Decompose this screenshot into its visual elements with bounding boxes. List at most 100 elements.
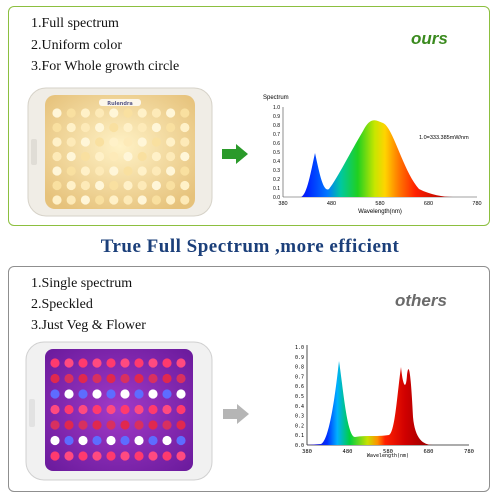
rgb-led [162,404,172,415]
brand-logo: Rulendra [107,101,133,107]
warm-led [166,137,176,147]
red-blue-led-panel [25,341,213,481]
x-tick-label: 580 [375,201,384,207]
others-panel: 1.Single spectrum 2.Speckled 3.Just Veg … [8,266,490,492]
full-spectrum-chart: Spectrum 1.0 0.9 0.8 0.7 0.6 0.5 0.4 0.3 0.2 0.1 0… [263,95,482,215]
rgb-led [106,389,116,399]
warm-led [80,137,90,147]
rgb-led [106,358,116,368]
y-tick-label: 0.7 [295,374,304,380]
feature-2: 2.Uniform color [31,38,122,53]
warm-led [137,166,147,176]
rgb-led [148,389,158,399]
warm-led [95,108,105,118]
y-tick-label: 1.0 [295,345,304,351]
feature-2: 2.Speckled [31,297,93,312]
spectrum-label: Spectrum [263,95,289,101]
warm-led [109,151,119,162]
y-tick-label: 0.2 [295,423,304,429]
warm-led [137,122,147,133]
warm-led [166,180,176,191]
gray-arrow-icon [223,404,249,424]
warm-led [66,195,76,205]
y-tick-label: 0.3 [273,168,280,174]
rgb-led [92,389,102,399]
y-tick-label: 0.0 [273,195,280,201]
warm-led [180,122,190,133]
rgb-led [176,358,186,368]
rgb-led [162,451,172,461]
warm-led [166,195,176,205]
rgb-led [176,389,186,399]
rgb-led [120,389,130,399]
rgb-led [120,451,130,461]
y-tick-label: 0.1 [295,433,304,439]
rgb-led [106,373,116,384]
rgb-led [64,451,74,461]
warm-led [95,166,105,176]
y-tick-label: 1.0 [273,105,280,111]
warm-led [80,122,90,133]
x-tick-label: 480 [327,201,336,207]
rgb-led [64,389,74,399]
warm-led [109,180,119,191]
warm-led [123,166,133,176]
warm-led [95,195,105,205]
warm-led [180,108,190,118]
warm-led [123,180,133,191]
rgb-led [176,420,186,430]
rgb-led [50,373,60,384]
warm-led [151,151,161,162]
rgb-led [148,451,158,461]
rgb-led [134,420,144,430]
warm-led [180,195,190,205]
y-tick-label: 0.2 [273,177,280,183]
warm-led [80,108,90,118]
full-spectrum-led-panel: Rulendra [27,87,213,217]
feature-1: 1.Single spectrum [31,276,133,291]
warm-led [151,166,161,176]
y-tick-label: 0.1 [273,186,280,192]
rgb-led [106,451,116,461]
warm-led [180,180,190,191]
rgb-led [148,404,158,415]
warm-led [95,137,105,147]
single-spectrum-chart: 1.0 0.9 0.8 0.7 0.6 0.5 0.4 0.3 0.2 0.1 0.0 380 480… [295,345,474,459]
warm-led [80,151,90,162]
rgb-led [148,358,158,368]
warm-led [66,180,76,191]
rgb-led [50,435,60,446]
warm-led [66,122,76,133]
rgb-led [148,435,158,446]
rgb-led [134,404,144,415]
y-tick-label: 0.7 [273,132,280,138]
warm-led [151,195,161,205]
warm-led [123,151,133,162]
warm-led [137,108,147,118]
x-tick-label: 780 [464,449,474,455]
warm-led [166,122,176,133]
rgb-led [50,358,60,368]
x-axis-label: Wavelength(nm) [358,209,402,215]
rgb-led [92,435,102,446]
rgb-led [78,358,88,368]
rgb-led [162,373,172,384]
x-tick-label: 680 [424,449,434,455]
rgb-led [120,435,130,446]
warm-led [80,166,90,176]
rgb-led [78,373,88,384]
green-arrow-icon [222,144,248,164]
rgb-led [134,373,144,384]
x-tick-label: 580 [383,449,393,455]
ours-panel: 1.Full spectrum 2.Uniform color 3.For Wh… [8,6,490,226]
y-tick-label: 0.9 [273,114,280,120]
rgb-led [162,358,172,368]
rgb-led [120,420,130,430]
warm-led [180,166,190,176]
warm-led [123,122,133,133]
rgb-led [64,358,74,368]
feature-3: 3.Just Veg & Flower [31,318,146,333]
warm-led [166,151,176,162]
rgb-led [106,420,116,430]
warm-led [80,195,90,205]
